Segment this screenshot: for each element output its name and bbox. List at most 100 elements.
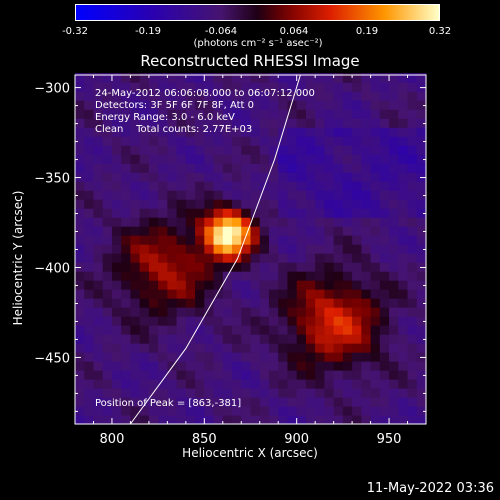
heatmap-cell	[370, 235, 381, 245]
heatmap-cell	[111, 361, 122, 371]
heatmap-cell	[176, 163, 187, 173]
heatmap-cell	[416, 82, 427, 92]
heatmap-cell	[185, 73, 196, 83]
heatmap-cell	[185, 298, 196, 308]
heatmap-cell	[416, 181, 427, 191]
heatmap-cell	[287, 316, 298, 326]
heatmap-cell	[195, 109, 205, 119]
heatmap-cell	[250, 253, 261, 263]
heatmap-cell	[250, 181, 261, 191]
heatmap-cell	[352, 406, 362, 416]
heatmap-cell	[278, 244, 289, 254]
heatmap-cell	[370, 199, 381, 209]
heatmap-cell	[185, 379, 196, 389]
heatmap-cell	[176, 82, 187, 92]
heatmap-cell	[361, 82, 372, 92]
heatmap-cell	[75, 109, 85, 119]
heatmap-cell	[148, 289, 159, 299]
heatmap-cell	[93, 343, 104, 353]
heatmap-cell	[398, 100, 409, 110]
x-axis-label: Heliocentric X (arcsec)	[182, 446, 318, 460]
heatmap-cell	[250, 235, 261, 245]
heatmap-cell	[379, 379, 390, 389]
heatmap-cell	[148, 118, 159, 128]
heatmap-cell	[305, 199, 316, 209]
heatmap-cell	[93, 226, 104, 236]
heatmap-cell	[379, 109, 390, 119]
heatmap-cell	[333, 136, 344, 146]
heatmap-cell	[250, 271, 261, 281]
heatmap-cell	[287, 100, 298, 110]
heatmap-cell	[398, 172, 409, 182]
heatmap-cell	[305, 370, 316, 380]
heatmap-cell	[93, 280, 104, 290]
heatmap-cell	[121, 73, 132, 83]
heatmap-cell	[416, 127, 427, 137]
heatmap-cell	[75, 244, 85, 254]
heatmap-cell	[370, 352, 381, 362]
heatmap-cell	[204, 181, 215, 191]
heatmap-cell	[121, 361, 132, 371]
heatmap-cell	[296, 343, 307, 353]
heatmap-cell	[398, 244, 409, 254]
heatmap-cell	[158, 361, 168, 371]
heatmap-cell	[333, 334, 344, 344]
heatmap-cell	[102, 226, 113, 236]
heatmap-cell	[130, 370, 141, 380]
heatmap-cell	[407, 370, 418, 380]
heatmap-cell	[416, 172, 427, 182]
heatmap-cell	[102, 217, 113, 227]
heatmap-cell	[93, 82, 104, 92]
heatmap-cell	[342, 217, 353, 227]
heatmap-cell	[204, 334, 215, 344]
heatmap-cell	[111, 199, 122, 209]
heatmap-cell	[84, 217, 95, 227]
heatmap-cell	[259, 73, 270, 83]
heatmap-cell	[232, 154, 242, 164]
heatmap-cell	[139, 307, 150, 317]
heatmap-cell	[241, 298, 252, 308]
heatmap-cell	[93, 154, 104, 164]
heatmap-cell	[342, 298, 353, 308]
heatmap-cell	[407, 307, 418, 317]
heatmap-cell	[416, 217, 427, 227]
heatmap-cell	[407, 163, 418, 173]
heatmap-cell	[204, 397, 215, 407]
heatmap-cell	[278, 262, 289, 272]
heatmap-cell	[121, 154, 132, 164]
heatmap-cell	[213, 118, 224, 128]
heatmap-cell	[296, 208, 307, 218]
heatmap-cell	[102, 127, 113, 137]
heatmap-cell	[324, 172, 335, 182]
heatmap-cell	[148, 253, 159, 263]
heatmap-cell	[305, 226, 316, 236]
heatmap-cell	[333, 253, 344, 263]
heatmap-cell	[241, 154, 252, 164]
heatmap-cell	[259, 100, 270, 110]
heatmap-cell	[250, 244, 261, 254]
heatmap-cell	[278, 307, 289, 317]
heatmap-cell	[148, 172, 159, 182]
heatmap-cell	[139, 217, 150, 227]
heatmap-cell	[268, 154, 279, 164]
heatmap-cell	[204, 82, 215, 92]
heatmap-cell	[333, 172, 344, 182]
heatmap-cell	[139, 370, 150, 380]
heatmap-cell	[204, 172, 215, 182]
heatmap-cell	[287, 343, 298, 353]
heatmap-cell	[102, 244, 113, 254]
heatmap-cell	[167, 406, 178, 416]
heatmap-cell	[139, 280, 150, 290]
heatmap-cell	[176, 406, 187, 416]
heatmap-cell	[416, 262, 427, 272]
heatmap-cell	[102, 289, 113, 299]
heatmap-cell	[259, 289, 270, 299]
heatmap-cell	[259, 262, 270, 272]
heatmap-cell	[121, 334, 132, 344]
heatmap-cell	[93, 145, 104, 155]
heatmap-cell	[287, 217, 298, 227]
heatmap-cell	[287, 199, 298, 209]
heatmap-cell	[102, 361, 113, 371]
heatmap-cell	[102, 280, 113, 290]
heatmap-cell	[259, 109, 270, 119]
